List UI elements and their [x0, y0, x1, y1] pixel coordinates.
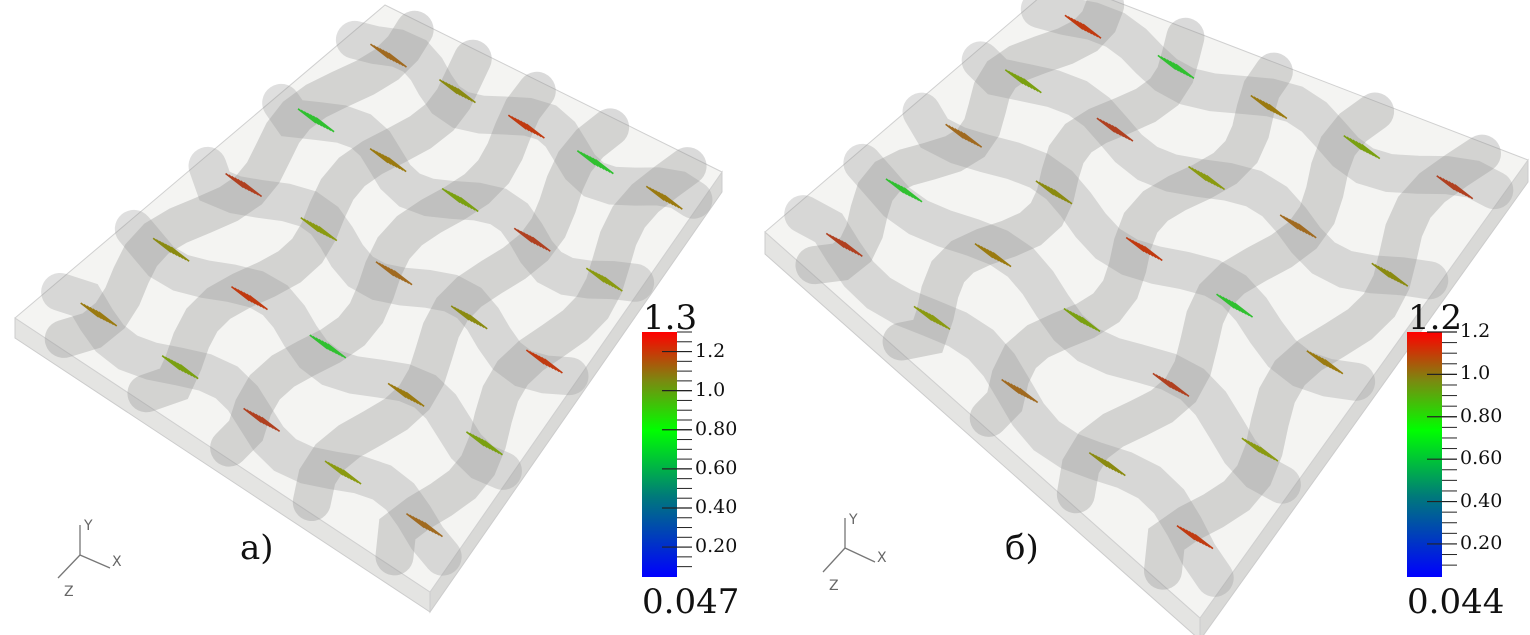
- fiber-tube: [969, 52, 1293, 437]
- colorbar-a-max: 1.3: [643, 298, 698, 338]
- axes-triad-b: Y X Z: [822, 512, 887, 594]
- fiber-tube: [795, 0, 1125, 285]
- panel-b-render: [764, 0, 1529, 635]
- colorbar-tick-label: 0.80: [695, 417, 738, 440]
- fiber-tube: [262, 83, 655, 302]
- fiber-tube: [210, 71, 556, 467]
- colorbar-b-max: 1.2: [1408, 298, 1463, 338]
- fiber-tube: [843, 143, 1301, 504]
- streamline-bundle: [913, 305, 951, 331]
- streamline-bundle: [243, 407, 281, 432]
- colorbar-tick-label: 0.60: [1460, 447, 1503, 470]
- streamline-bundle: [885, 178, 923, 203]
- colorbar-tick-label: 0.40: [1460, 489, 1503, 512]
- streamline-bundle: [1436, 175, 1474, 200]
- streamline-bundle: [300, 217, 338, 242]
- colorbar-tick-label: 1.0: [1460, 362, 1491, 385]
- streamline-bundle: [825, 232, 863, 257]
- colorbar-b-min: 0.044: [1407, 582, 1505, 622]
- fiber-tube: [335, 20, 713, 219]
- streamline-bundle: [152, 237, 190, 262]
- colorbar-tick-label: 0.80: [1460, 404, 1503, 427]
- streamline-bundle: [1371, 262, 1409, 287]
- axis-y-label: Y: [83, 518, 93, 534]
- streamline-bundle: [1250, 94, 1288, 120]
- axis-x-label: X: [877, 550, 887, 566]
- colorbar-tick-label: 0.40: [695, 495, 738, 518]
- fiber-tube: [902, 92, 1376, 401]
- streamline-bundle: [387, 382, 425, 408]
- fiber-tube: [292, 108, 630, 522]
- fiber-tube: [961, 41, 1449, 300]
- streamline-bundle: [645, 185, 683, 210]
- streamline-bundle: [1152, 372, 1190, 397]
- streamline-bundle: [1343, 134, 1381, 160]
- streamline-bundle: [525, 349, 563, 374]
- colorbar-tick-label: 0.20: [695, 535, 738, 558]
- streamline-bundle: [441, 187, 479, 213]
- streamline-bundle: [585, 267, 623, 292]
- streamline-bundle: [507, 114, 545, 139]
- streamline-bundle: [369, 147, 407, 173]
- streamline-bundle: [324, 460, 362, 485]
- streamline-bundle: [1035, 180, 1073, 205]
- axes-triad-a: Y X Z: [57, 518, 122, 600]
- streamline-bundle: [513, 227, 551, 252]
- streamline-bundle: [576, 150, 614, 175]
- streamline-bundle: [945, 123, 983, 148]
- streamline-bundle: [230, 286, 268, 311]
- colorbar-tick-label: 1.2: [1460, 320, 1491, 342]
- streamline-bundle: [297, 108, 335, 133]
- streamline-bundle: [161, 355, 199, 380]
- streamline-bundle: [1125, 236, 1163, 262]
- streamline-bundle: [225, 172, 263, 198]
- box-top-face: [14, 4, 723, 593]
- colorbar-tick-label: 0.20: [1460, 531, 1503, 554]
- colorbar-ticks: [662, 331, 1457, 568]
- streamline-bundle: [1096, 117, 1134, 142]
- panel-label-a: а): [240, 528, 274, 568]
- colorbar-b: [1407, 332, 1442, 577]
- fiber-tube: [1020, 0, 1514, 210]
- streamline-bundle: [1064, 14, 1102, 39]
- colorbar-tick-label: 0.60: [695, 456, 738, 479]
- box-top-face: [764, 0, 1529, 619]
- streamline-bundle: [1216, 293, 1254, 318]
- streamline-bundle: [974, 243, 1012, 268]
- colorbar-tick-label: 1.2: [695, 339, 726, 362]
- colorbar-a-min: 0.047: [642, 582, 740, 622]
- streamline-bundle: [405, 513, 443, 538]
- streamline-bundle: [438, 78, 476, 104]
- streamline-bundle: [1157, 54, 1195, 80]
- fiber-tube: [188, 146, 589, 396]
- streamline-bundle: [1188, 165, 1226, 191]
- fiber-tube: [114, 209, 522, 490]
- streamline-bundle: [369, 43, 407, 68]
- axis-x-label: X: [112, 554, 122, 570]
- colorbar-a: [642, 332, 677, 577]
- fiber-tube: [375, 147, 707, 576]
- streamline-bundle: [375, 261, 413, 286]
- streamline-bundle: [1176, 525, 1214, 550]
- axis-z-label: Z: [64, 584, 74, 600]
- streamline-bundle: [450, 305, 488, 330]
- axis-y-label: Y: [848, 512, 858, 528]
- streamline-bundle: [1063, 307, 1101, 333]
- axis-z-label: Z: [829, 578, 839, 594]
- fiber-tube: [1143, 134, 1501, 590]
- streamline-bundle: [80, 302, 118, 327]
- panel-a-render: [14, 4, 723, 614]
- fiber-tube: [1056, 92, 1395, 514]
- streamline-bundle: [1004, 69, 1042, 94]
- streamline-bundle: [1306, 350, 1344, 375]
- streamline-bundle: [1279, 214, 1317, 239]
- streamline-bundle: [465, 431, 503, 456]
- streamline-bundle: [1001, 378, 1039, 404]
- colorbar-tick-label: 1.0: [695, 378, 726, 401]
- streamline-bundle: [309, 334, 347, 359]
- panel-label-b: б): [1005, 528, 1039, 568]
- streamline-bundle: [1088, 451, 1126, 477]
- streamline-bundle: [1241, 437, 1279, 462]
